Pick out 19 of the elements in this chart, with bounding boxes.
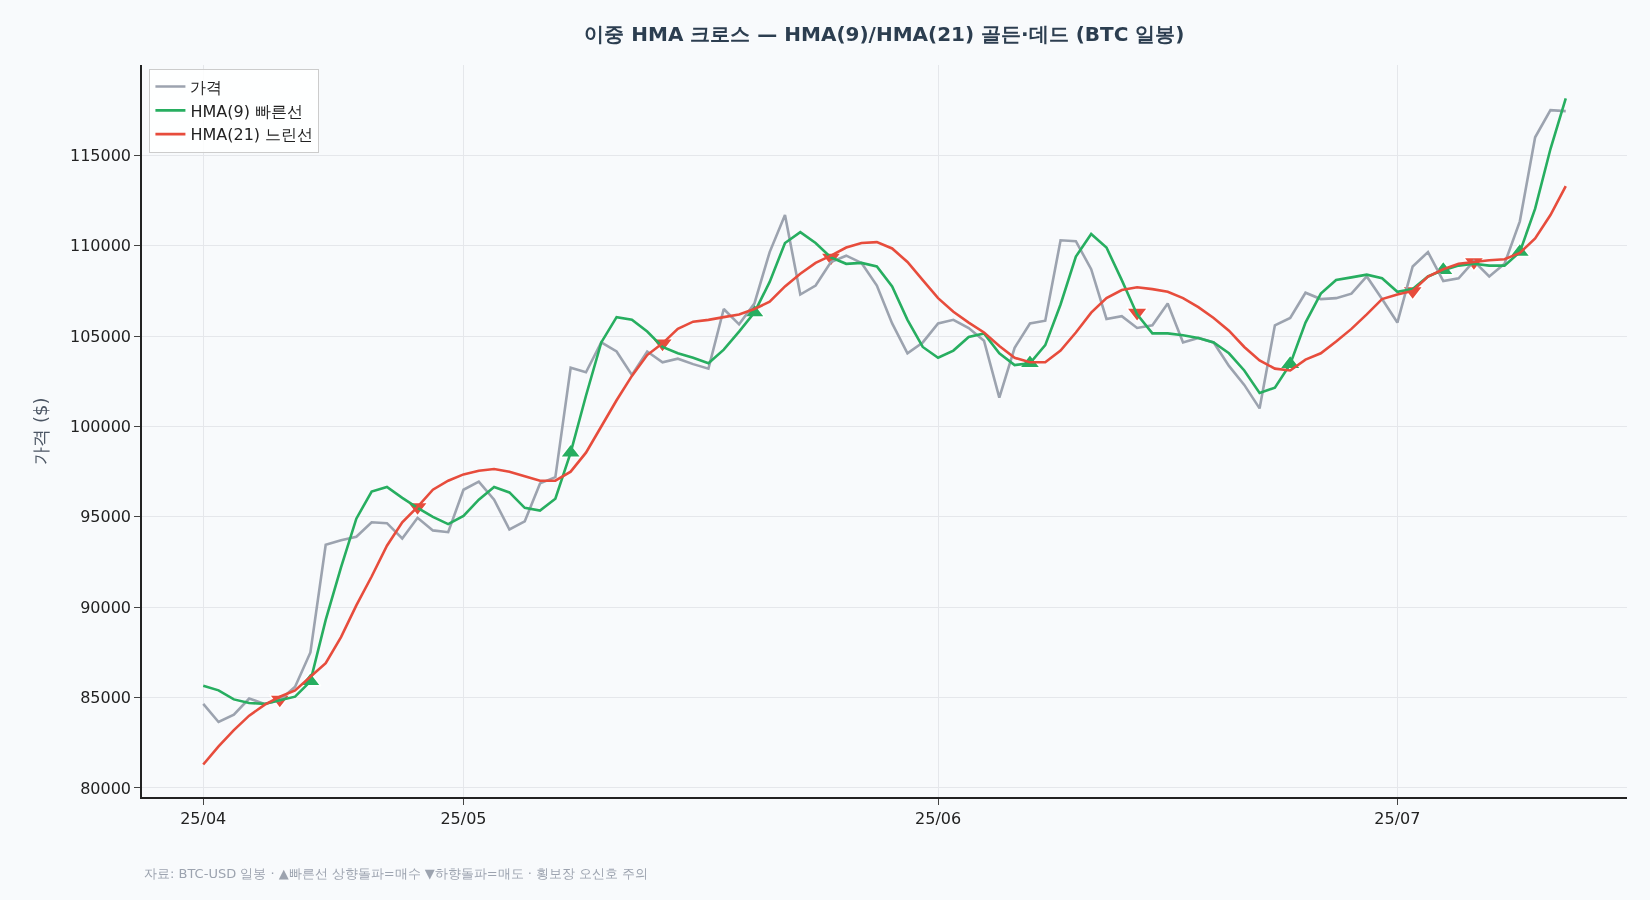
- x-tick-label: 25/04: [180, 808, 227, 828]
- legend-label: 가격: [190, 77, 223, 97]
- chart-title: 이중 HMA 크로스 — HMA(9)/HMA(21) 골든·데드 (BTC 일봉): [584, 22, 1185, 47]
- y-tick-label: 105000: [69, 326, 132, 346]
- y-tick-label: 115000: [69, 145, 132, 165]
- x-tick-label: 25/07: [1374, 808, 1421, 828]
- text: 자료: BTC-USD 일봉 · ▲빠른선 상향돌파=매수 ▼하향돌파=매도 · 횡보장 오신호 주의: [144, 866, 649, 881]
- y-tick-label: 110000: [69, 236, 132, 256]
- legend-label: HMA(21) 느린선: [190, 125, 314, 145]
- y-axis-title: 가격 ($): [29, 397, 51, 465]
- x-tick-label: 25/06: [915, 808, 962, 828]
- y-tick-label: 90000: [80, 597, 132, 617]
- legend-label: HMA(9) 빠른선: [190, 101, 303, 121]
- y-tick-label: 95000: [80, 507, 132, 527]
- y-tick-label: 85000: [80, 688, 132, 708]
- line-series: [201, 184, 1568, 766]
- y-tick-label: 100000: [69, 417, 132, 437]
- x-tick-label: 25/05: [440, 808, 487, 828]
- y-tick-label: 80000: [80, 778, 132, 798]
